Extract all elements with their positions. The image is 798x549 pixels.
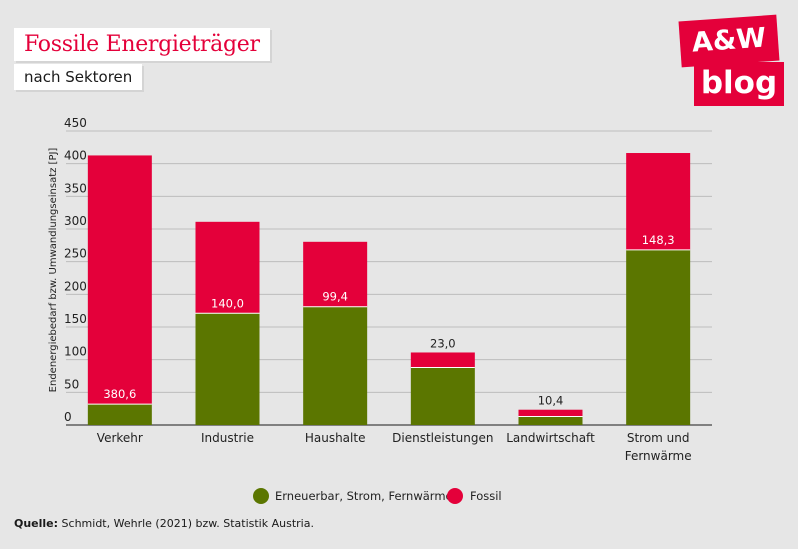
bar-segment-fossil: [626, 153, 691, 250]
y-tick-label: 350: [64, 181, 87, 195]
y-tick-label: 0: [64, 410, 72, 424]
y-tick-label: 250: [64, 247, 87, 261]
data-label: 140,0: [211, 296, 244, 310]
data-label: 380,6: [103, 387, 136, 401]
y-tick-label: 150: [64, 312, 87, 326]
bar-segment-fossil: [518, 409, 583, 417]
source-label: Quelle:: [14, 517, 59, 530]
chart-title: Fossile Energieträger: [24, 32, 260, 57]
y-tick-label: 200: [64, 279, 87, 293]
bar-segment-erneuerbar: [87, 404, 152, 425]
bar-segment-fossil: [195, 221, 260, 314]
source-text: Schmidt, Wehrle (2021) bzw. Statistik Au…: [61, 517, 314, 530]
data-label: 10,4: [538, 394, 564, 408]
title-box: Fossile Energieträger: [14, 28, 270, 61]
y-tick-label: 400: [64, 149, 87, 163]
data-label: 23,0: [430, 336, 456, 350]
y-axis-label: Endenergiebedarf bzw. Umwandlungseinsatz…: [48, 148, 59, 393]
bar-segment-erneuerbar: [195, 313, 260, 425]
bar-segment-fossil: [410, 352, 475, 368]
x-tick-label: Haushalte: [305, 431, 366, 445]
legend-marker-erneuerbar: [253, 488, 269, 504]
x-tick-label: Fernwärme: [625, 449, 692, 463]
x-tick-label: Dienstleistungen: [392, 431, 493, 445]
subtitle-box: nach Sektoren: [14, 64, 143, 90]
y-tick-label: 100: [64, 345, 87, 359]
y-tick-label: 450: [64, 116, 87, 130]
bar-segment-erneuerbar: [626, 249, 691, 425]
x-tick-label: Strom und: [627, 431, 690, 445]
legend-label-erneuerbar: Erneuerbar, Strom, Fernwärme: [275, 489, 453, 503]
legend-marker-fossil: [447, 488, 463, 504]
x-tick-label: Verkehr: [97, 431, 143, 445]
data-label: 148,3: [642, 233, 675, 247]
x-tick-label: Industrie: [201, 431, 254, 445]
bar-segment-erneuerbar: [518, 416, 583, 425]
bar-chart: 0 50 100 150 200 250 300 350 400 450 Endenergiebed…: [48, 116, 712, 504]
source-note: Quelle: Schmidt, Wehrle (2021) bzw. Stat…: [14, 517, 314, 530]
bar-segment-fossil: [303, 241, 368, 307]
y-tick-label: 300: [64, 214, 87, 228]
logo-bottom: blog: [694, 62, 784, 106]
data-label: 99,4: [322, 290, 348, 304]
bar-segment-fossil: [87, 155, 152, 405]
bar-segment-erneuerbar: [303, 306, 368, 425]
x-tick-label: Landwirtschaft: [506, 431, 595, 445]
y-tick-label: 50: [64, 377, 79, 391]
chart-subtitle: nach Sektoren: [24, 68, 133, 86]
legend-label-fossil: Fossil: [470, 489, 502, 503]
bar-segment-erneuerbar: [410, 367, 475, 425]
